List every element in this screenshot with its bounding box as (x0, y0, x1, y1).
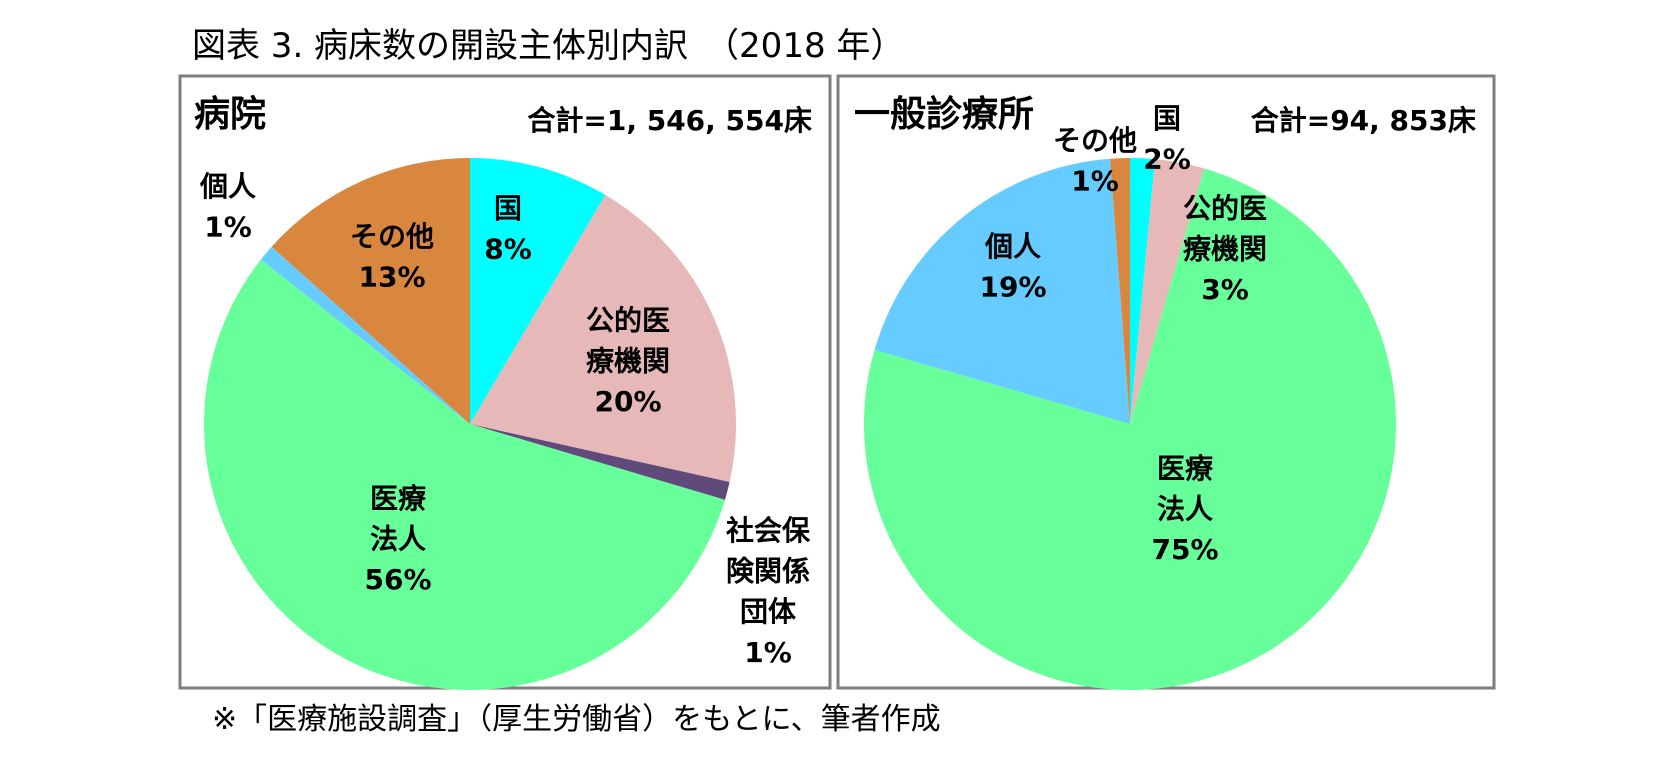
pie-slice-3 (864, 168, 1397, 690)
chart-title: 一般診療所 (854, 94, 1034, 135)
pie-slice-2 (1130, 159, 1205, 424)
slice-label-6: その他 13% (350, 220, 434, 294)
pie-slice-1 (470, 158, 606, 424)
source-footnote: ※「医療施設調査」（厚生労働省）をもとに、筆者作成 (212, 702, 941, 737)
panel-frame (178, 74, 832, 690)
slice-label-3: 社会保険関係団体 1% (726, 514, 811, 669)
chart-title: 病院 (194, 94, 266, 135)
slice-label-1: 国 8% (484, 192, 532, 266)
total-label: 合計=94, 853床 (1251, 104, 1476, 137)
pie-chart-panel-2: 一般診療所 合計=94, 853床 国 2% 公的医療機関 3% 医療法人 75% 個人 19%そ… (836, 74, 1496, 690)
slice-label-1: 国 2% (1143, 102, 1191, 176)
slice-label-4: 個人 19% (979, 230, 1046, 304)
total-label: 合計=1, 546, 554床 (527, 104, 812, 137)
pie-slice-2 (470, 195, 736, 483)
figure-title: 図表 3. 病床数の開設主体別内訳 （2018 年） (192, 26, 905, 66)
slice-label-2: 公的医療機関 20% (586, 304, 670, 418)
pie-slice-3 (470, 424, 730, 500)
slice-label-3: 医療法人 75% (1151, 452, 1218, 566)
slice-label-4: 医療法人 56% (364, 482, 431, 596)
pie-slice-1 (1130, 158, 1156, 424)
pie-slice-6 (271, 158, 470, 424)
pie-slice-4 (203, 259, 725, 691)
pie-slice-4 (874, 158, 1130, 424)
pie-slice-5 (260, 246, 470, 424)
pie-slice-5 (1109, 158, 1130, 424)
slice-label-5: その他 1% (1053, 124, 1137, 198)
slice-label-5: 個人 1% (199, 170, 256, 244)
panel-frame (836, 74, 1496, 690)
slice-label-2: 公的医療機関 3% (1183, 192, 1267, 306)
